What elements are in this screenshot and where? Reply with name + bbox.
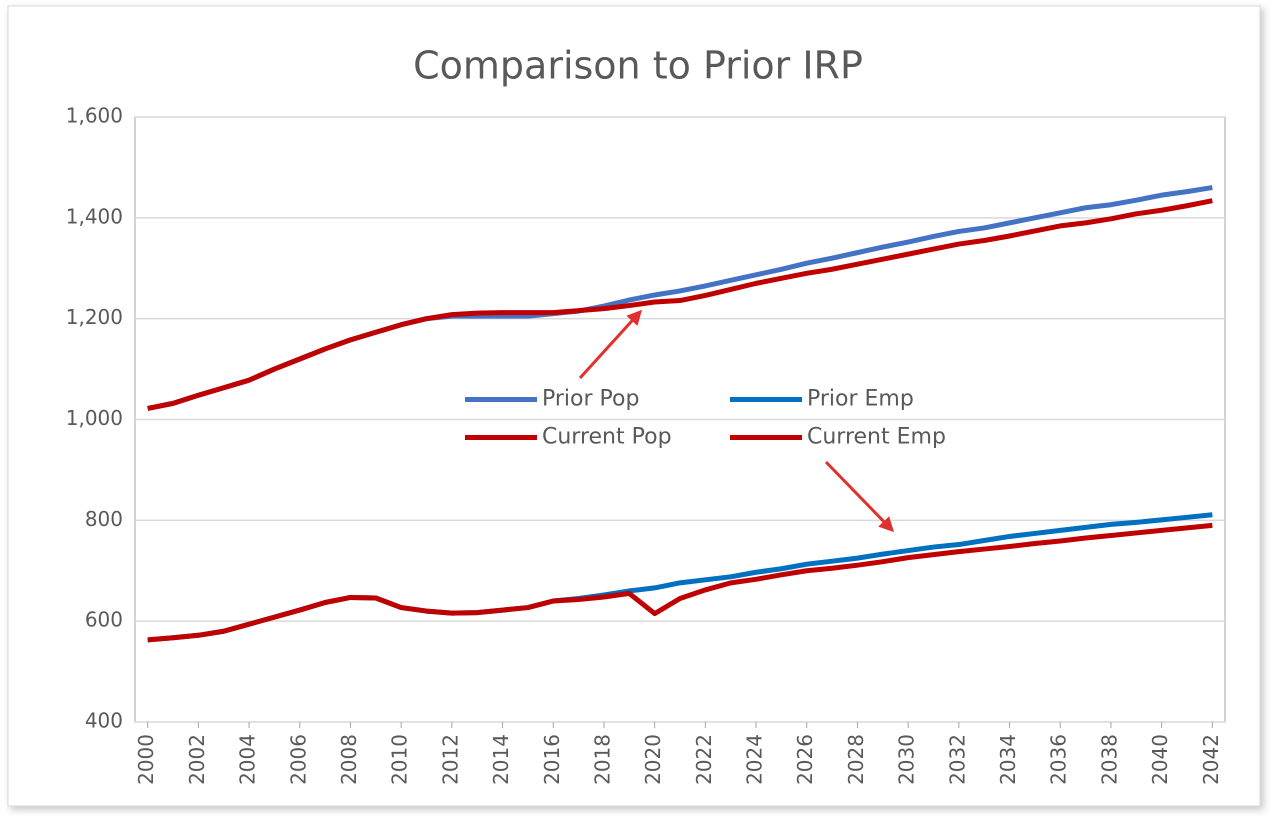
chart-title: Comparison to Prior IRP [413, 44, 863, 88]
x-tick-label: 2036 [1047, 734, 1071, 785]
y-tick-label: 400 [85, 709, 123, 733]
plot-area: 400 600 800 1,000 1,200 1,400 1,600 2000 2002 200… [66, 104, 1225, 785]
x-tick-label: 2034 [996, 734, 1020, 785]
x-tick-label: 2020 [641, 734, 665, 785]
x-tick-label: 2012 [438, 734, 462, 785]
x-tick-label: 2022 [692, 734, 716, 785]
y-tick-label: 600 [85, 608, 123, 632]
x-tick-label: 2028 [844, 734, 868, 785]
x-tick-label: 2032 [945, 734, 969, 785]
x-tick-label: 2030 [895, 734, 919, 785]
x-tick-label: 2040 [1148, 734, 1172, 785]
annotation-arrow [578, 309, 643, 380]
legend-label: Current Pop [542, 425, 672, 450]
x-tick-label: 2014 [489, 734, 513, 785]
x-tick-label: 2002 [185, 734, 209, 785]
x-tick-label: 2008 [337, 734, 361, 785]
y-tick-label: 800 [85, 507, 123, 531]
x-tick-label: 2038 [1097, 734, 1121, 785]
y-tick-label: 1,600 [66, 104, 123, 128]
x-tick-label: 2042 [1199, 734, 1223, 785]
chart-card [7, 5, 1261, 807]
series-line [147, 522, 1213, 643]
x-tick-label: 2006 [286, 734, 310, 785]
x-tick-label: 2000 [134, 734, 158, 785]
y-tick-label: 1,000 [66, 406, 123, 430]
annotation-arrow [824, 460, 895, 533]
series-line [147, 198, 1213, 411]
x-tick-label: 2024 [743, 734, 767, 785]
x-tick-label: 2004 [236, 734, 260, 785]
x-tick-label: 2018 [590, 734, 614, 785]
x-tick-label: 2026 [793, 734, 817, 785]
legend-label: Current Emp [807, 425, 946, 450]
x-tick-label: 2016 [540, 734, 564, 785]
legend-label: Prior Emp [807, 387, 914, 412]
legend-label: Prior Pop [542, 387, 639, 412]
y-tick-label: 1,400 [66, 204, 123, 228]
y-tick-label: 1,200 [66, 305, 123, 329]
x-tick-label: 2010 [388, 734, 412, 785]
